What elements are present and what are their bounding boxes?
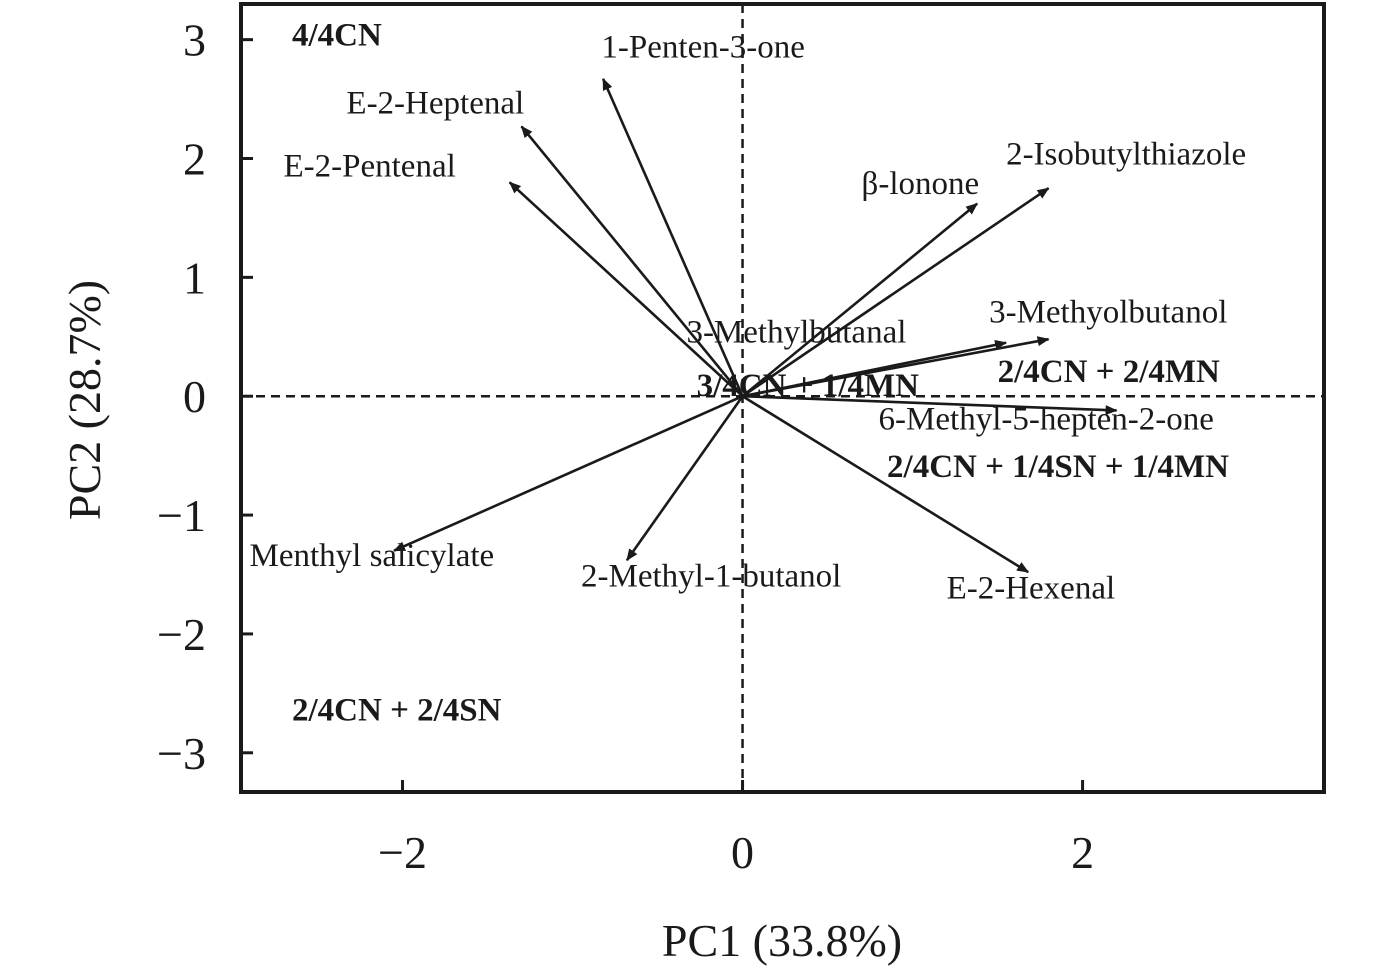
loading-arrow [520, 125, 744, 398]
y-tick-label: 2 [183, 134, 206, 185]
loading-label: 1-Penten-3-one [601, 29, 804, 65]
axis-ticks: −2 0 2 −3 −2 −1 0 1 2 3 [157, 15, 1094, 878]
loading-label: 6-Methyl-5-hepten-2-one [879, 401, 1214, 437]
loading-label: 3-Methylbutanal [686, 315, 906, 351]
loading-arrow [508, 181, 744, 398]
group-label: 2/4CN + 1/4SN + 1/4MN [887, 449, 1229, 485]
loading-arrow [601, 77, 744, 397]
loading-arrow [741, 395, 1030, 574]
y-tick-label: 3 [183, 15, 206, 66]
loading-label: 2-Isobutylthiazole [1006, 136, 1246, 172]
x-tick-label: 0 [731, 827, 754, 878]
loading-arrow [625, 395, 744, 562]
loading-label: 3-Methyolbutanol [989, 295, 1227, 331]
group-label: 3/4CN + 1/4MN [697, 368, 919, 404]
plot-frame [239, 2, 1326, 794]
y-tick-label: −1 [157, 490, 206, 541]
loading-arrow [741, 202, 978, 398]
loading-arrow [742, 336, 1050, 398]
y-tick-label: −3 [157, 728, 206, 779]
y-tick-label: 1 [183, 252, 206, 303]
loading-arrow [741, 187, 1050, 398]
loading-arrow [742, 394, 1118, 416]
x-axis-title: PC1 (33.8%) [662, 915, 902, 966]
y-tick-label: 0 [183, 371, 206, 422]
x-tick-label: 2 [1071, 827, 1094, 878]
loading-label: E-2-Hexenal [947, 570, 1116, 606]
y-tick-label: −2 [157, 609, 206, 660]
x-tick-label: −2 [378, 827, 427, 878]
group-label: 2/4CN + 2/4SN [292, 693, 502, 729]
loading-label: Menthyl salicylate [250, 538, 495, 574]
group-labels: 4/4CN 3/4CN + 1/4MN 2/4CN + 2/4MN 2/4CN + 1… [292, 18, 1229, 729]
loading-label: E-2-Heptenal [346, 85, 524, 121]
y-axis-title: PC2 (28.7%) [59, 280, 110, 520]
loading-label: 2-Methyl-1-butanol [581, 558, 841, 594]
loading-label: β-lonone [862, 166, 980, 202]
loading-vectors: 1-Penten-3-one E-2-Heptenal E-2-Pentenal β-… [250, 29, 1247, 606]
group-label: 4/4CN [292, 18, 382, 54]
loading-label: E-2-Pentenal [284, 148, 456, 184]
loading-arrow [393, 395, 744, 552]
group-label: 2/4CN + 2/4MN [998, 354, 1220, 390]
